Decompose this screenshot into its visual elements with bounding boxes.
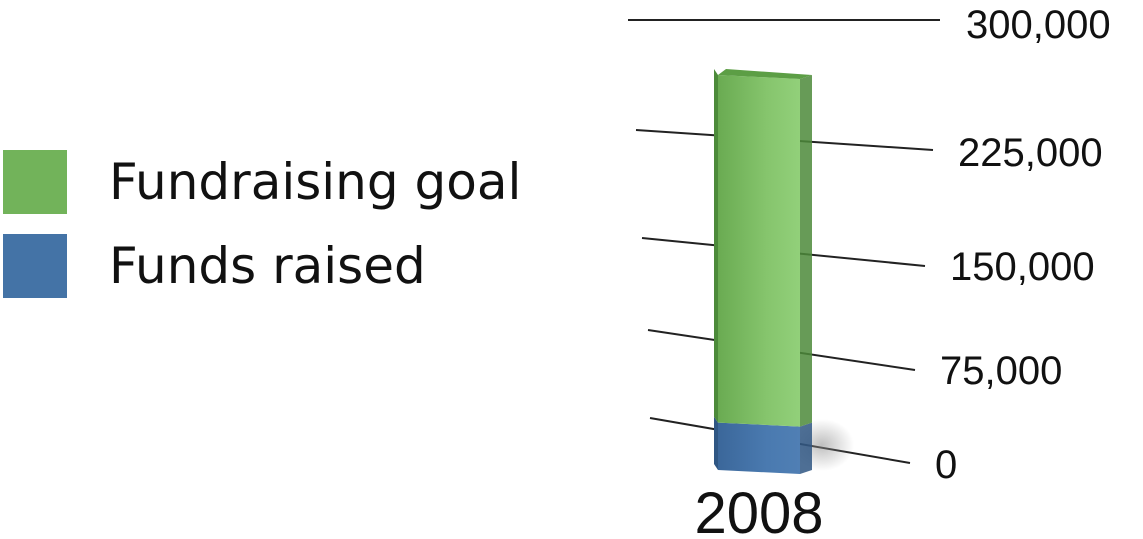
legend-label-funds-raised: Funds raised bbox=[109, 237, 426, 295]
bar-segment-fundraising-goal bbox=[714, 69, 812, 427]
y-tick-label: 150,000 bbox=[950, 245, 1095, 289]
y-tick-label: 300,000 bbox=[966, 3, 1111, 47]
y-tick-label: 0 bbox=[935, 443, 957, 487]
y-axis-tick-labels: 0 75,000 150,000 225,000 300,000 bbox=[935, 3, 1111, 487]
x-tick-label: 2008 bbox=[694, 481, 823, 539]
legend-swatch-funds-raised bbox=[3, 234, 67, 298]
bar-segment-funds-raised bbox=[714, 416, 812, 474]
bars bbox=[714, 69, 854, 474]
x-axis-tick-labels: 2008 bbox=[694, 481, 823, 539]
y-tick-label: 225,000 bbox=[958, 131, 1103, 175]
y-tick-label: 75,000 bbox=[940, 349, 1062, 393]
legend-swatch-fundraising-goal bbox=[3, 150, 67, 214]
legend-label-fundraising-goal: Fundraising goal bbox=[109, 153, 522, 211]
